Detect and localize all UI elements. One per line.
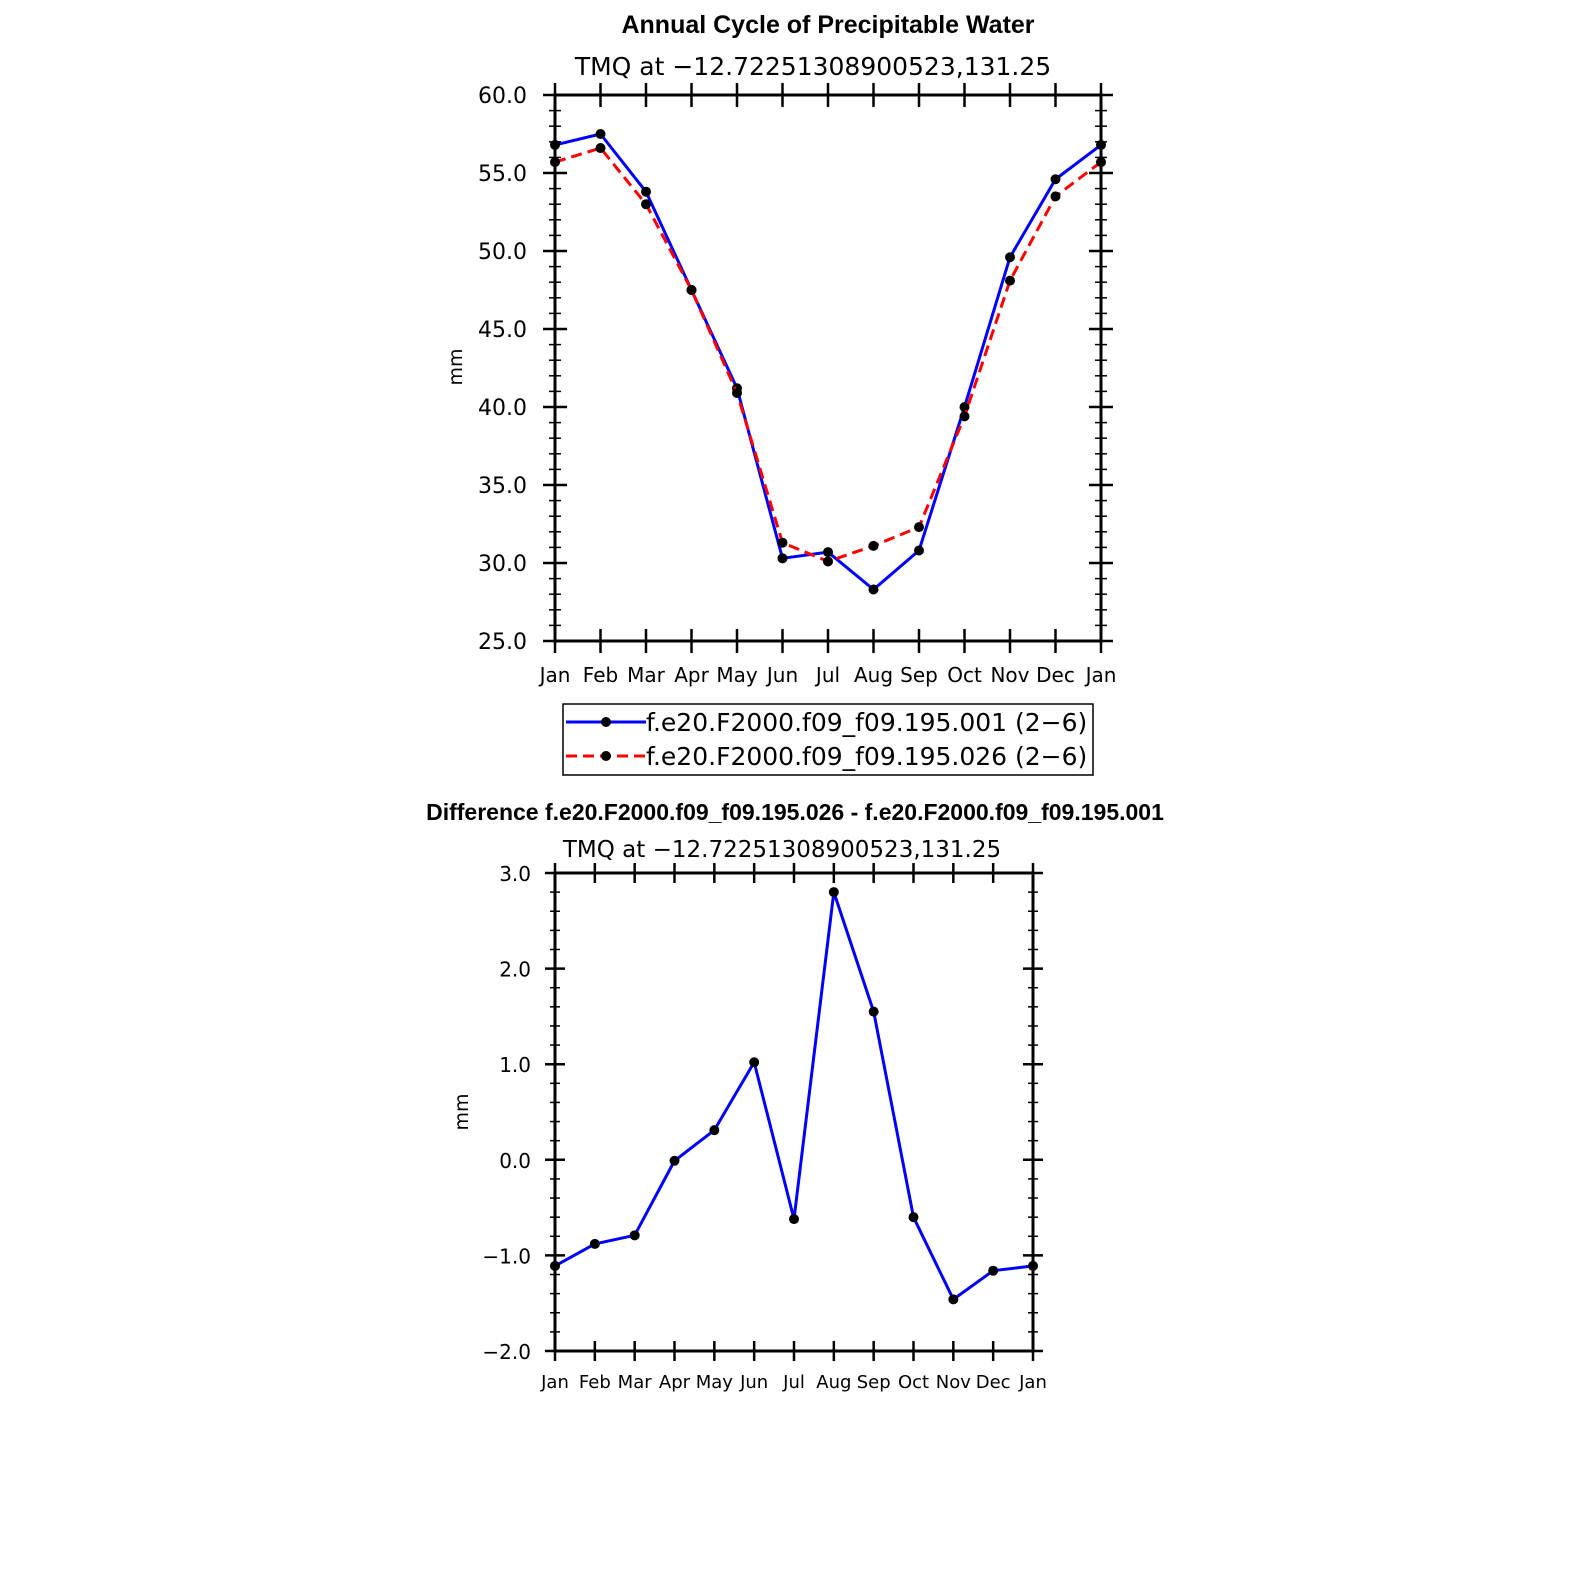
series-line-1: [554, 132, 1102, 592]
data-point: [1005, 275, 1015, 286]
data-point: [629, 1230, 640, 1241]
x-tick-label: Jul: [782, 1372, 805, 1393]
x-tick-label: Jun: [739, 1372, 768, 1393]
y-tick-label: −2.0: [482, 1340, 531, 1364]
data-point: [823, 556, 833, 567]
data-point: [914, 545, 924, 556]
x-tick-label: Dec: [1036, 663, 1075, 687]
y-tick-label: 40.0: [478, 396, 527, 421]
x-tick-label: Apr: [659, 1372, 691, 1393]
y-tick-label: 3.0: [499, 862, 531, 886]
data-point: [777, 553, 788, 564]
data-point: [1050, 191, 1061, 202]
data-point: [868, 540, 879, 551]
y-tick-label: 45.0: [478, 318, 527, 343]
legend-marker-2: [601, 751, 611, 761]
legend-box: [562, 703, 1094, 776]
x-tick-label: Jun: [765, 663, 798, 687]
data-point: [709, 1125, 720, 1136]
x-tick-label: Sep: [857, 1372, 891, 1393]
x-tick-label: Sep: [900, 663, 938, 687]
y-tick-label: 0.0: [499, 1149, 531, 1173]
x-tick-label: May: [696, 1372, 734, 1393]
data-point: [988, 1265, 999, 1276]
y-axis-label: mm: [445, 348, 467, 385]
y-axis-label: mm: [451, 1093, 473, 1130]
y-tick-label: 55.0: [478, 162, 527, 187]
data-point: [589, 1238, 600, 1249]
x-tick-label: Nov: [936, 1372, 971, 1393]
data-point: [823, 547, 833, 558]
chart-title: Difference f.e20.F2000.f09_f09.195.026 -…: [426, 799, 1164, 825]
chart-title: Annual Cycle of Precipitable Water: [621, 11, 1034, 39]
data-point: [908, 1212, 919, 1223]
data-point: [777, 537, 788, 548]
data-point: [868, 1006, 879, 1017]
chart-subtitle: TMQ at −12.72251308900523,131.25: [562, 837, 1001, 863]
data-point: [641, 199, 651, 210]
y-tick-label: 60.0: [478, 84, 527, 109]
x-tick-label: Jul: [814, 663, 840, 687]
data-point: [669, 1155, 680, 1166]
legend-entry-1: f.e20.F2000.f09_f09.195.001 (2−6): [566, 708, 1087, 737]
y-tick-label: 50.0: [478, 240, 527, 265]
data-point: [595, 129, 606, 139]
x-tick-label: Jan: [1018, 1372, 1047, 1393]
data-point: [959, 411, 970, 422]
chart-subtitle: TMQ at −12.72251308900523,131.25: [574, 52, 1051, 81]
legend-entry-2: f.e20.F2000.f09_f09.195.026 (2−6): [566, 742, 1087, 771]
x-tick-label: Aug: [854, 663, 893, 687]
x-tick-label: Aug: [816, 1372, 851, 1393]
plot-frame: [553, 871, 1035, 1353]
x-tick-label: Jan: [540, 1372, 569, 1393]
legend-label-2: f.e20.F2000.f09_f09.195.026 (2−6): [646, 742, 1087, 771]
x-tick-label: May: [716, 663, 758, 687]
x-tick-label: Oct: [947, 663, 982, 687]
x-tick-label: Oct: [898, 1372, 929, 1393]
difference-chart: Difference f.e20.F2000.f09_f09.195.026 -…: [426, 799, 1164, 1393]
data-point: [868, 584, 879, 595]
data-point: [789, 1214, 799, 1225]
y-tick-label: 1.0: [499, 1053, 531, 1077]
y-tick-label: 30.0: [478, 552, 527, 577]
data-point: [1005, 252, 1015, 263]
y-tick-label: 25.0: [478, 630, 527, 655]
x-tick-label: Feb: [579, 1372, 611, 1393]
x-tick-label: Nov: [990, 663, 1029, 687]
series-line-2: [554, 146, 1102, 563]
data-point: [828, 887, 839, 898]
legend: f.e20.F2000.f09_f09.195.001 (2−6) f.e20.…: [562, 703, 1094, 776]
data-point: [749, 1057, 760, 1068]
x-tick-label: Jan: [1084, 663, 1117, 687]
data-point: [732, 387, 742, 398]
x-tick-label: Dec: [976, 1372, 1011, 1393]
legend-marker-1: [601, 717, 611, 727]
y-tick-label: 35.0: [478, 474, 527, 499]
y-tick-label: 2.0: [499, 958, 531, 982]
series-line-1: [554, 890, 1034, 1301]
x-tick-label: Mar: [618, 1372, 653, 1393]
data-point: [686, 285, 697, 295]
data-point: [948, 1294, 959, 1305]
data-point: [595, 143, 606, 154]
annual-cycle-chart: Annual Cycle of Precipitable Water TMQ a…: [445, 11, 1117, 776]
x-tick-label: Jan: [538, 663, 571, 687]
data-point: [641, 186, 651, 197]
x-tick-label: Apr: [674, 663, 709, 687]
data-point: [959, 402, 970, 412]
data-point: [914, 522, 924, 533]
legend-label-1: f.e20.F2000.f09_f09.195.001 (2−6): [646, 708, 1087, 737]
y-tick-label: −1.0: [482, 1244, 531, 1268]
x-tick-label: Feb: [583, 663, 618, 687]
x-tick-label: Mar: [627, 663, 666, 687]
data-point: [1050, 174, 1061, 185]
